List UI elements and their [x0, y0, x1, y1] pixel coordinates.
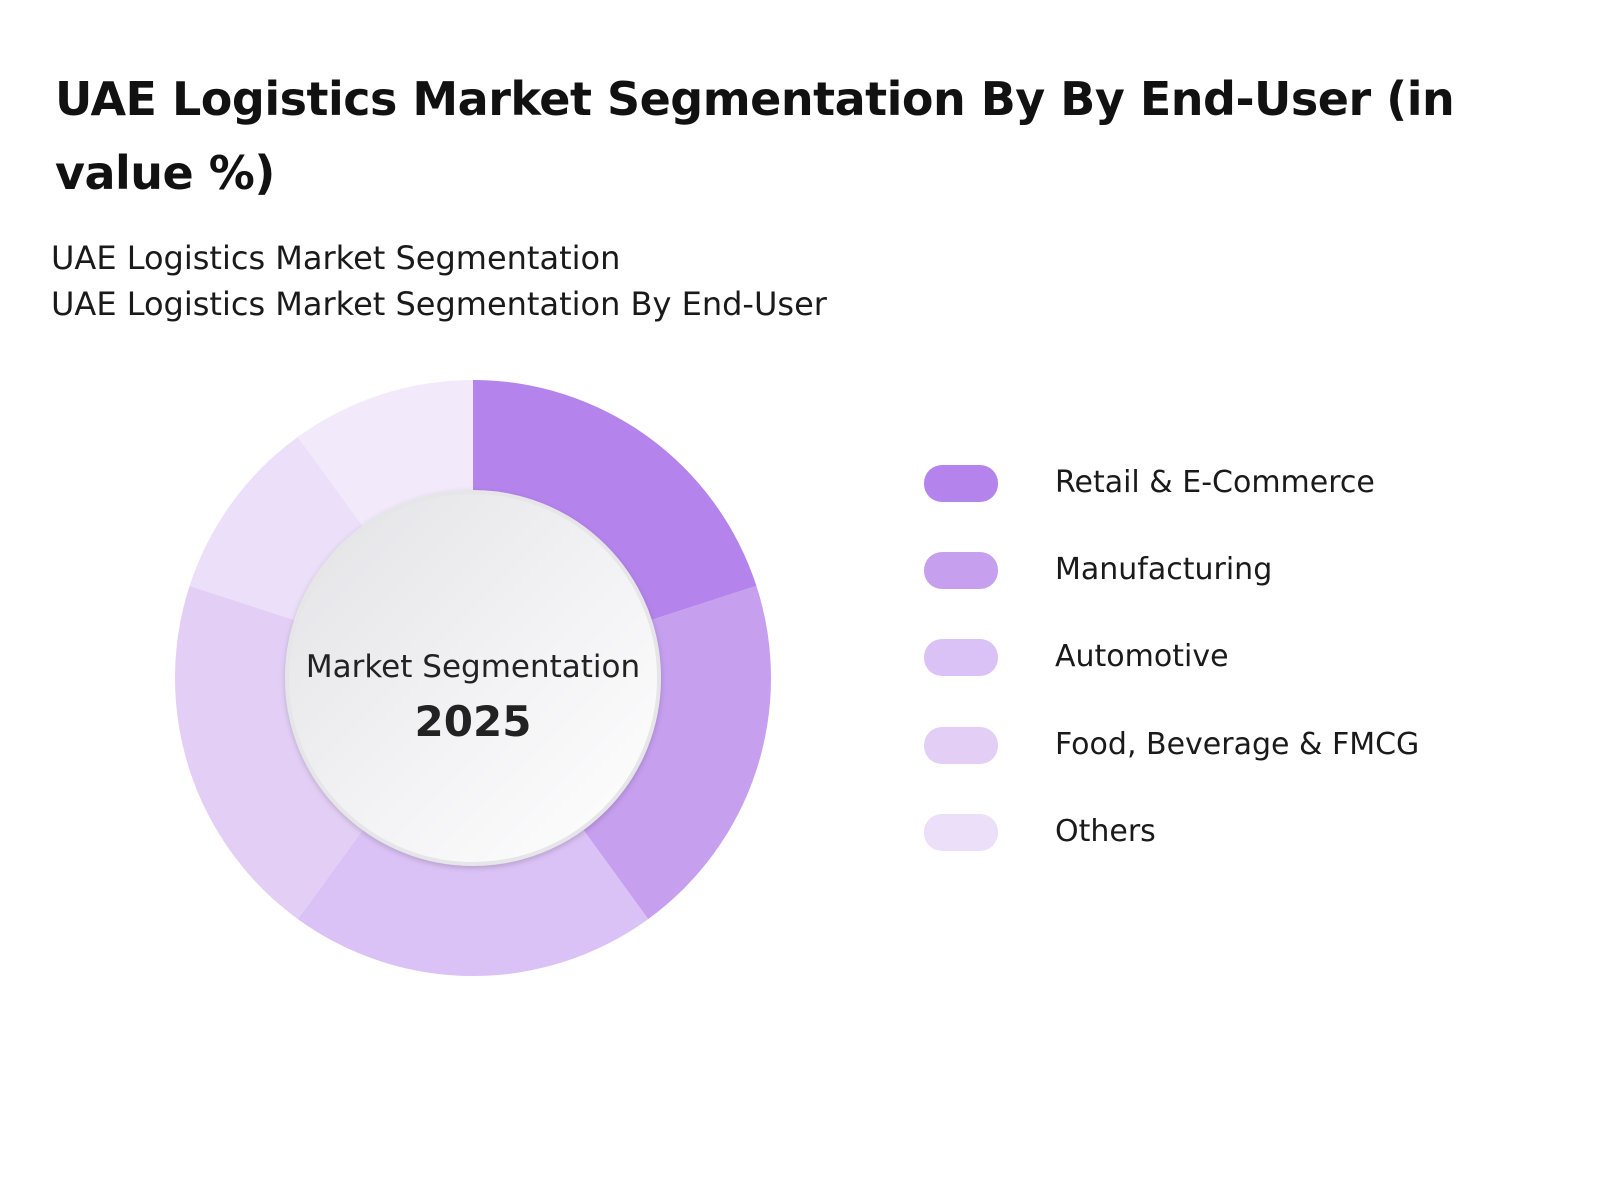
legend-label: Food, Beverage & FMCG	[1055, 727, 1420, 762]
chart-subtitle-line-1: UAE Logistics Market Segmentation	[51, 239, 621, 277]
legend-label: Others	[1055, 814, 1156, 849]
donut-center-disc	[285, 490, 661, 866]
legend-item-automotive: Automotive	[924, 636, 1564, 676]
legend-swatch	[924, 465, 998, 502]
legend-item-retail-e-commerce: Retail & E-Commerce	[924, 462, 1564, 502]
chart-title: UAE Logistics Market Segmentation By By …	[55, 72, 1455, 200]
legend-item-others: Others	[924, 811, 1564, 851]
legend-item-food-beverage-fmcg: Food, Beverage & FMCG	[924, 724, 1564, 764]
chart-subtitle-line-2: UAE Logistics Market Segmentation By End…	[51, 285, 827, 323]
legend-swatch	[924, 727, 998, 764]
legend-label: Retail & E-Commerce	[1055, 465, 1375, 500]
legend-item-manufacturing: Manufacturing	[924, 549, 1564, 589]
donut-slice-food-beverage-fmcg-3	[175, 585, 365, 920]
legend-swatch	[924, 639, 998, 676]
donut-slice-others-4	[189, 436, 365, 622]
legend-swatch	[924, 552, 998, 589]
legend-label: Automotive	[1055, 639, 1229, 674]
center-year: 2025	[415, 697, 532, 746]
donut-slices	[175, 380, 771, 976]
donut-slice-others-5	[297, 380, 473, 530]
legend-swatch	[924, 814, 998, 851]
donut-slice-retail-e-commerce-0	[473, 380, 757, 622]
legend-label: Manufacturing	[1055, 552, 1273, 587]
donut-slice-automotive-2	[297, 826, 649, 976]
center-label: Market Segmentation	[306, 649, 640, 685]
donut-slice-manufacturing-1	[581, 585, 771, 920]
